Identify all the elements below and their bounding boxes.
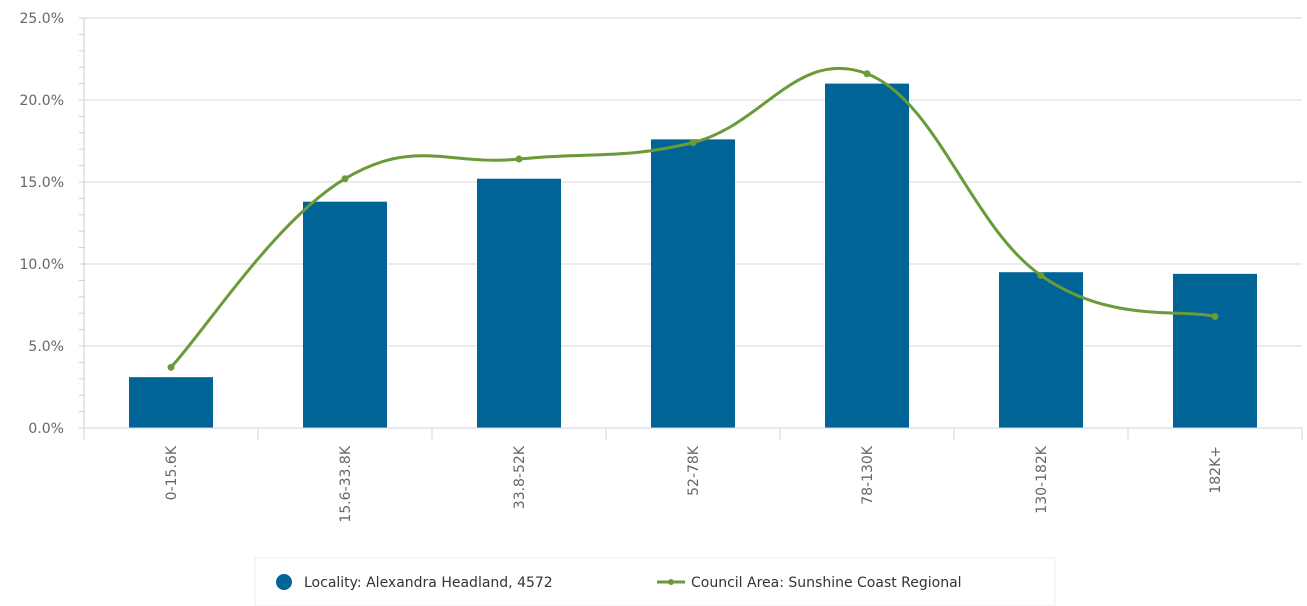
- line-point[interactable]: [689, 139, 697, 147]
- legend-label-locality: Locality: Alexandra Headland, 4572: [304, 575, 553, 591]
- bar[interactable]: [651, 139, 735, 429]
- legend: Locality: Alexandra Headland, 4572 Counc…: [254, 557, 1056, 606]
- y-tick-label: 0.0%: [28, 421, 64, 437]
- legend-item-council[interactable]: Council Area: Sunshine Coast Regional: [657, 575, 962, 591]
- bar[interactable]: [999, 272, 1083, 428]
- y-tick-label: 15.0%: [20, 175, 64, 191]
- line-point[interactable]: [1037, 271, 1045, 279]
- bar-series: [129, 83, 1257, 429]
- bar[interactable]: [477, 178, 561, 428]
- y-tick-label: 5.0%: [28, 339, 64, 355]
- x-tick-label: 182K+: [1208, 446, 1224, 494]
- y-axis: 0.0% 5.0% 10.0% 15.0% 20.0% 25.0%: [20, 11, 64, 437]
- x-tick-label: 78-130K: [860, 445, 876, 505]
- y-tick-label: 20.0%: [20, 93, 64, 109]
- x-axis: 0-15.6K 15.6-33.8K 33.8-52K 52-78K 78-130K 13…: [83, 427, 1303, 523]
- line-point[interactable]: [863, 70, 871, 78]
- legend-item-locality[interactable]: Locality: Alexandra Headland, 4572: [276, 574, 553, 591]
- legend-label-council: Council Area: Sunshine Coast Regional: [691, 575, 962, 591]
- bar[interactable]: [825, 83, 909, 428]
- y-tick-label: 25.0%: [20, 11, 64, 27]
- x-tick-label: 15.6-33.8K: [338, 445, 354, 522]
- x-tick-label: 0-15.6K: [164, 445, 180, 500]
- y-axis-minor-ticks: [79, 17, 85, 429]
- y-tick-label: 10.0%: [20, 257, 64, 273]
- legend-marker-locality: [276, 574, 292, 590]
- legend-marker-council-dot: [668, 579, 674, 585]
- line-point[interactable]: [167, 363, 175, 371]
- line-point[interactable]: [341, 175, 349, 183]
- x-tick-label: 33.8-52K: [512, 445, 528, 509]
- x-tick-label: 52-78K: [686, 445, 702, 496]
- line-point[interactable]: [515, 155, 523, 163]
- legend-box: [254, 557, 1056, 606]
- line-point[interactable]: [1211, 312, 1219, 320]
- bar[interactable]: [303, 201, 387, 428]
- bar[interactable]: [129, 377, 213, 428]
- line-series: [167, 66, 1219, 371]
- bar[interactable]: [1173, 273, 1257, 428]
- x-tick-label: 130-182K: [1034, 445, 1050, 513]
